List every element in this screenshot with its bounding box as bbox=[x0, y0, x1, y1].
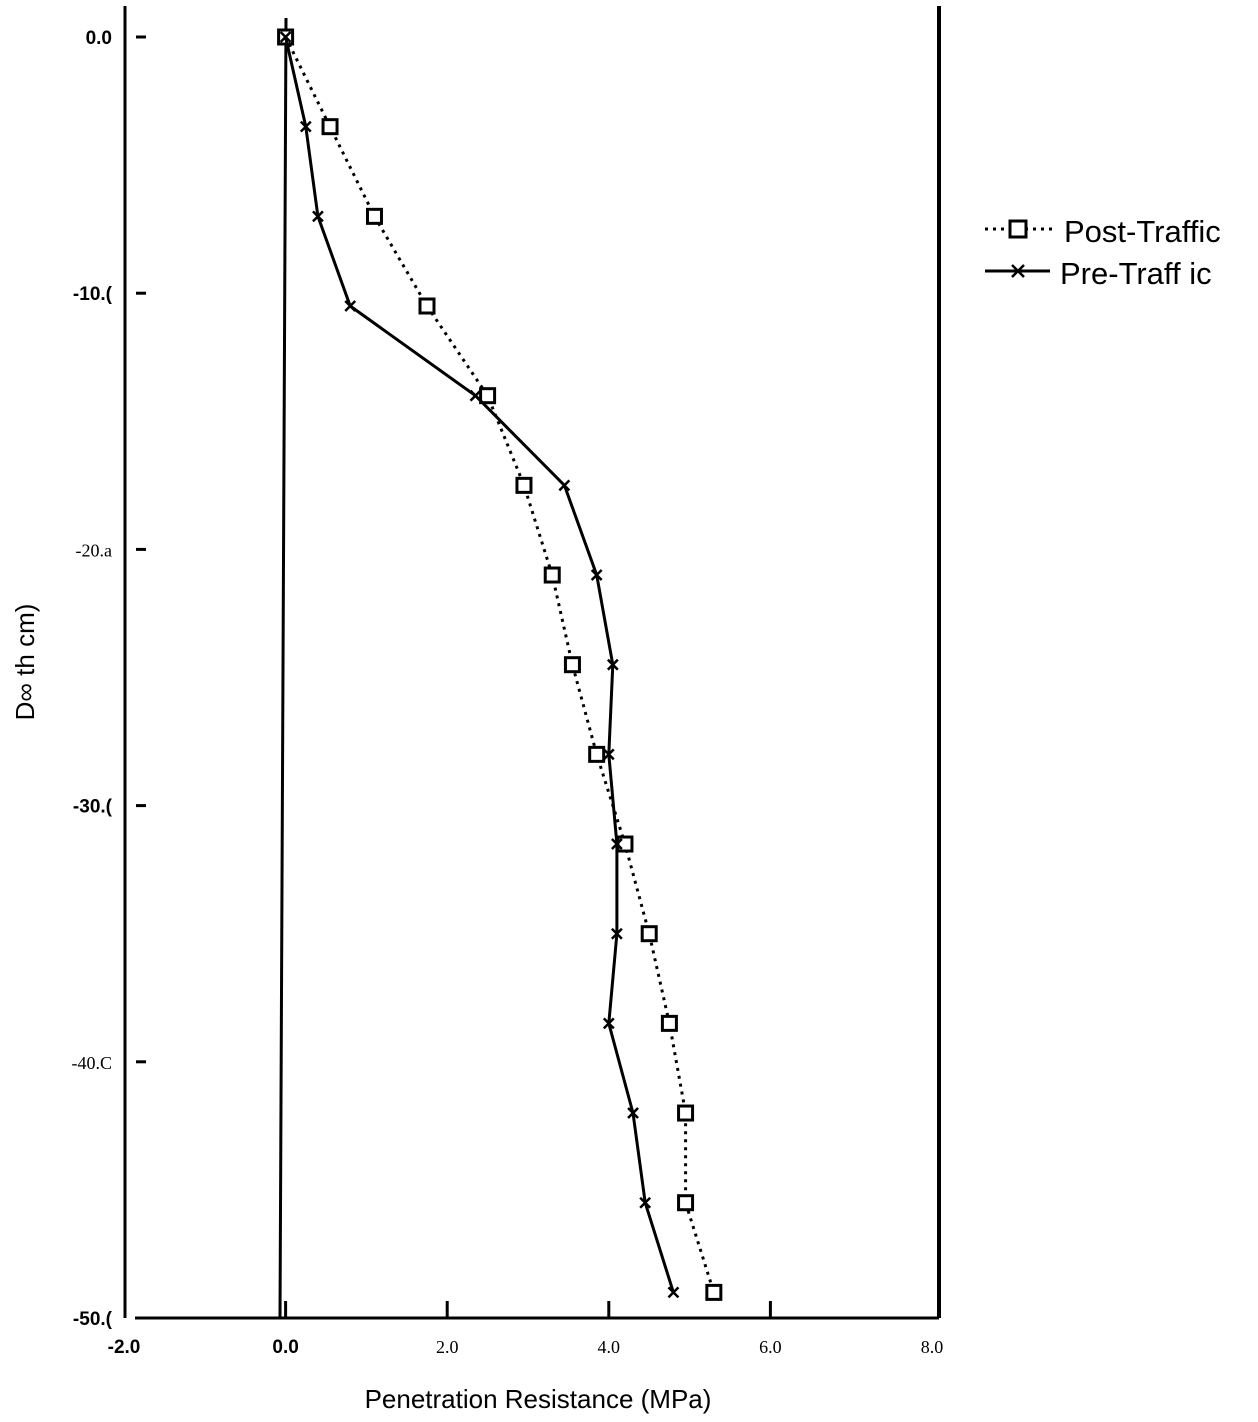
x-tick-label: 4.0 bbox=[598, 1337, 621, 1357]
x-axis-ticks: -2.0 0.0 2.0 4.0 6.0 8.0 bbox=[108, 1301, 944, 1358]
data-point-pre-traff-ic bbox=[602, 748, 615, 761]
data-point-pre-traff-ic bbox=[610, 838, 623, 850]
data-point-post-traffic bbox=[705, 1283, 723, 1301]
legend-post-traffic-label: Post-Traffic bbox=[1064, 214, 1221, 249]
legend-post-traffic-marker bbox=[1008, 219, 1028, 239]
x-tick-label: 2.0 bbox=[436, 1337, 459, 1357]
data-point-pre-traff-ic bbox=[469, 389, 482, 402]
legend-entry-pre-traffic: Pre-Traff ic bbox=[985, 256, 1212, 291]
data-point-pre-traff-ic bbox=[558, 479, 571, 492]
data-point-pre-traff-ic bbox=[279, 31, 292, 43]
y-tick-label: -40.C bbox=[72, 1053, 113, 1073]
data-point-pre-traff-ic bbox=[312, 210, 324, 223]
data-point-pre-traff-ic bbox=[667, 1286, 680, 1299]
zero-reference-line bbox=[278, 17, 288, 1319]
data-point-pre-traff-ic bbox=[627, 1107, 639, 1119]
series-line-post-traffic bbox=[284, 36, 716, 1293]
y-tick-label: -50.( bbox=[73, 1309, 113, 1330]
legend-pre-traffic-marker bbox=[1011, 264, 1025, 278]
data-point-post-traffic bbox=[660, 1014, 678, 1032]
data-point-post-traffic bbox=[479, 387, 497, 405]
series-post-traffic bbox=[277, 28, 723, 1301]
x-tick-label: 8.0 bbox=[921, 1337, 944, 1357]
data-point-post-traffic bbox=[677, 1104, 695, 1122]
y-axis-ticks: 0.0 -10.( -20.a -30.( -40.C -50.( bbox=[72, 28, 146, 1330]
data-point-post-traffic bbox=[418, 297, 436, 315]
data-point-post-traffic bbox=[321, 118, 339, 136]
data-series bbox=[277, 28, 723, 1301]
series-line-pre-traff-ic bbox=[284, 36, 675, 1293]
y-axis-title: D∞ th cm) bbox=[10, 604, 40, 721]
data-point-pre-traff-ic bbox=[639, 1196, 652, 1209]
x-tick-label: 6.0 bbox=[759, 1337, 782, 1357]
legend: Post-Traffic Pre-Traff ic bbox=[985, 214, 1221, 291]
data-point-pre-traff-ic bbox=[299, 120, 312, 133]
data-point-pre-traff-ic bbox=[610, 927, 623, 940]
legend-pre-traffic-label: Pre-Traff ic bbox=[1060, 256, 1212, 291]
y-tick-label: -20.a bbox=[76, 540, 112, 560]
data-point-post-traffic bbox=[640, 925, 658, 943]
data-point-pre-traff-ic bbox=[344, 300, 357, 312]
data-point-post-traffic bbox=[588, 745, 606, 763]
series-pre-traff-ic bbox=[279, 31, 680, 1299]
x-axis-title: Penetration Resistance (MPa) bbox=[365, 1384, 712, 1414]
data-point-post-traffic bbox=[677, 1194, 695, 1212]
data-point-post-traffic bbox=[543, 566, 561, 584]
data-point-post-traffic bbox=[365, 207, 383, 225]
data-point-post-traffic bbox=[515, 476, 533, 494]
y-tick-label: -10.( bbox=[73, 284, 113, 305]
data-point-pre-traff-ic bbox=[590, 569, 603, 581]
data-point-pre-traff-ic bbox=[606, 658, 619, 671]
x-tick-label: -2.0 bbox=[108, 1337, 141, 1358]
x-tick-label: 0.0 bbox=[272, 1337, 298, 1358]
y-tick-label: -30.( bbox=[73, 797, 113, 818]
data-point-post-traffic bbox=[563, 656, 581, 674]
legend-entry-post-traffic: Post-Traffic bbox=[985, 214, 1221, 249]
y-tick-label: 0.0 bbox=[86, 28, 112, 49]
data-point-pre-traff-ic bbox=[602, 1017, 615, 1030]
